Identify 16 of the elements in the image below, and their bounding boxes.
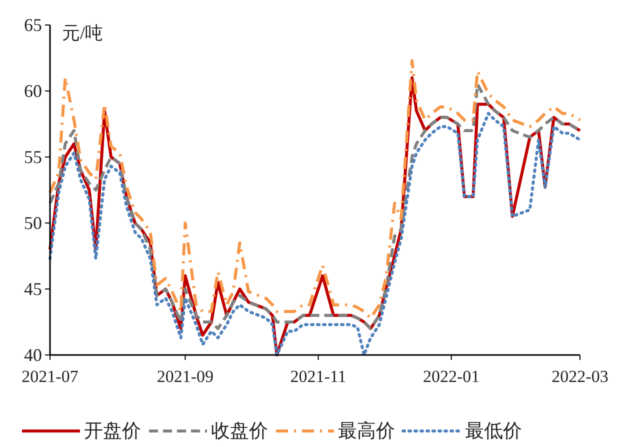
y-tick-label: 40 bbox=[24, 345, 42, 365]
x-tick-label: 2021-11 bbox=[290, 367, 346, 386]
legend-label: 收盘价 bbox=[211, 421, 268, 442]
x-tick-label: 2021-07 bbox=[22, 367, 79, 386]
y-tick-label: 55 bbox=[24, 147, 42, 167]
legend-label: 开盘价 bbox=[84, 421, 141, 442]
x-tick-label: 2022-03 bbox=[552, 367, 608, 386]
y-tick-label: 60 bbox=[24, 81, 42, 101]
y-axis-title: 元/吨 bbox=[62, 23, 104, 43]
y-tick-label: 45 bbox=[24, 279, 42, 299]
x-tick-label: 2022-01 bbox=[422, 367, 480, 386]
legend-label: 最低价 bbox=[465, 421, 522, 442]
x-tick-label: 2021-09 bbox=[156, 367, 214, 386]
y-tick-label: 50 bbox=[24, 213, 42, 233]
y-tick-label: 65 bbox=[24, 15, 42, 35]
legend-label: 最高价 bbox=[338, 420, 395, 442]
